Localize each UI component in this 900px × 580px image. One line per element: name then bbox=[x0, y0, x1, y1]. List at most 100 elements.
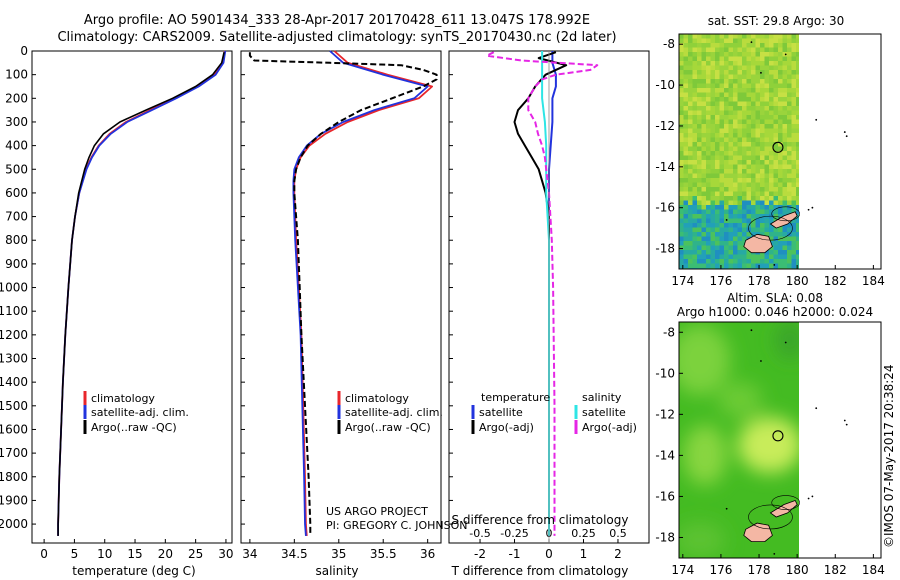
sst-pixel bbox=[737, 70, 743, 75]
sst-pixel bbox=[701, 133, 707, 138]
sst-pixel bbox=[791, 34, 797, 39]
sst-pixel bbox=[751, 74, 756, 80]
sst-pixel bbox=[742, 79, 747, 84]
sst-pixel bbox=[683, 70, 689, 75]
sst-pixel bbox=[715, 106, 720, 111]
difference-series-line bbox=[541, 51, 550, 536]
sst-pixel bbox=[764, 137, 770, 143]
sst-pixel bbox=[773, 97, 779, 102]
sst-pixel bbox=[755, 218, 761, 224]
sla-anomaly-blob bbox=[683, 425, 727, 485]
sst-pixel bbox=[773, 182, 779, 188]
sst-pixel bbox=[755, 74, 761, 80]
sst-pixel bbox=[737, 38, 743, 44]
sst-pixel bbox=[683, 209, 689, 215]
sst-pixel bbox=[706, 74, 711, 80]
sst-pixel bbox=[742, 110, 747, 116]
sst-pixel bbox=[769, 227, 774, 233]
sst-pixel bbox=[791, 119, 797, 125]
sst-pixel bbox=[710, 196, 716, 201]
islet bbox=[725, 219, 728, 221]
sst-pixel bbox=[778, 151, 783, 156]
sst-pixel bbox=[746, 209, 752, 215]
sst-pixel bbox=[787, 119, 792, 125]
sst-pixel bbox=[706, 254, 711, 260]
sst-pixel bbox=[683, 164, 689, 170]
sst-pixel bbox=[796, 178, 799, 183]
sst-pixel bbox=[737, 47, 743, 53]
sst-pixel bbox=[782, 47, 788, 53]
sst-pixel bbox=[787, 79, 792, 84]
sst-pixel bbox=[778, 160, 783, 165]
sst-pixel bbox=[697, 52, 702, 57]
sst-pixel bbox=[719, 164, 725, 170]
sst-pixel bbox=[742, 263, 747, 269]
sst-pixel bbox=[746, 146, 752, 152]
sst-pixel bbox=[688, 92, 693, 98]
sst-pixel bbox=[697, 106, 702, 111]
sst-pixel bbox=[782, 182, 788, 188]
sst-pixel bbox=[706, 196, 711, 201]
sst-pixel bbox=[679, 241, 684, 246]
sst-pixel bbox=[755, 182, 761, 188]
sst-pixel bbox=[746, 92, 752, 98]
sst-pixel bbox=[683, 61, 689, 66]
sst-pixel bbox=[688, 191, 693, 197]
sst-pixel bbox=[796, 142, 799, 147]
sst-pixel bbox=[724, 205, 729, 210]
sst-pixel bbox=[679, 191, 684, 197]
sst-pixel bbox=[782, 88, 788, 93]
sst-pixel bbox=[764, 205, 770, 210]
sst-pixel bbox=[787, 97, 792, 102]
sst-pixel bbox=[778, 74, 783, 80]
sst-pixel bbox=[796, 191, 799, 197]
sst-pixel bbox=[683, 110, 689, 116]
sst-pixel bbox=[778, 101, 783, 107]
sst-pixel bbox=[719, 61, 725, 66]
sst-pixel bbox=[778, 263, 783, 269]
sst-pixel bbox=[764, 223, 770, 228]
legend-label-s-satellite: satellite bbox=[582, 406, 626, 419]
sst-pixel bbox=[733, 227, 738, 233]
sst-pixel bbox=[746, 115, 752, 120]
sst-pixel bbox=[728, 205, 734, 210]
sst-pixel bbox=[733, 155, 738, 161]
sst-pixel bbox=[796, 227, 799, 233]
sst-pixel bbox=[728, 218, 734, 224]
sst-pixel bbox=[764, 106, 770, 111]
sst-pixel bbox=[728, 263, 734, 269]
sst-pixel bbox=[791, 160, 797, 165]
sst-pixel bbox=[710, 101, 716, 107]
sst-map-title: sat. SST: 29.8 Argo: 30 bbox=[708, 14, 845, 28]
sst-pixel bbox=[706, 263, 711, 269]
sst-pixel bbox=[724, 227, 729, 233]
sst-pixel bbox=[796, 209, 799, 215]
sst-pixel bbox=[760, 214, 765, 219]
salinity-panel-frame bbox=[240, 50, 442, 544]
sst-pixel bbox=[764, 47, 770, 53]
s-diff-tick-label: -0.25 bbox=[500, 527, 528, 540]
sst-pixel bbox=[683, 259, 689, 264]
sst-pixel bbox=[769, 223, 774, 228]
sst-pixel bbox=[724, 241, 729, 246]
sst-pixel bbox=[773, 169, 779, 174]
sst-pixel bbox=[733, 34, 738, 39]
sst-pixel bbox=[742, 70, 747, 75]
sst-pixel bbox=[688, 214, 693, 219]
sst-pixel bbox=[688, 61, 693, 66]
sst-pixel bbox=[697, 214, 702, 219]
sst-pixel bbox=[773, 227, 779, 233]
sst-pixel bbox=[706, 169, 711, 174]
x-tick-label: 15 bbox=[127, 547, 142, 561]
map-x-tick-label: 178 bbox=[748, 274, 771, 288]
depth-tick-label: 1900 bbox=[0, 493, 28, 507]
sst-pixel bbox=[764, 173, 770, 179]
sst-pixel bbox=[701, 146, 707, 152]
sst-pixel bbox=[697, 245, 702, 251]
sst-pixel bbox=[791, 83, 797, 89]
sst-pixel bbox=[715, 259, 720, 264]
sst-pixel bbox=[764, 74, 770, 80]
sst-pixel bbox=[683, 92, 689, 98]
sla-map-title: Altim. SLA: 0.08 bbox=[727, 291, 823, 305]
sst-pixel bbox=[764, 52, 770, 57]
